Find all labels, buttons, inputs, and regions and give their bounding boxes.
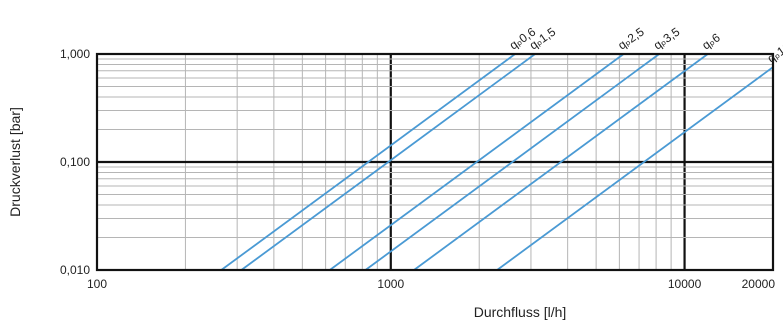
x-tick-label: 1000: [377, 277, 404, 291]
series-label-6: qₚ10: [765, 39, 783, 65]
axes-frame: [95, 52, 775, 272]
x-tick-label: 10000: [668, 277, 702, 291]
x-tick-label: 100: [87, 277, 107, 291]
series-line-3: [329, 53, 625, 271]
series-line-4: [364, 53, 660, 271]
series-line-1: [220, 53, 516, 271]
series-label-4: qₚ3,5: [651, 24, 683, 52]
y-tick-label: 1,000: [60, 47, 90, 61]
y-tick-label: 0,010: [60, 263, 90, 277]
series-line-5: [413, 53, 709, 271]
y-axis-title: Druckverlust [bar]: [7, 107, 23, 217]
x-tick-labels: 100 1000 10000 20000: [87, 277, 775, 291]
y-tick-label: 0,100: [60, 155, 90, 169]
grid: [97, 54, 773, 270]
series-line-6: [496, 66, 774, 271]
series-label-5: qₚ6: [699, 30, 722, 52]
x-tick-label: 20000: [742, 277, 776, 291]
series-lines: [220, 53, 774, 271]
y-tick-labels: 0,010 0,100 1,000: [60, 47, 90, 277]
x-axis-title: Durchfluss [l/h]: [474, 304, 567, 320]
series-label-3: qₚ2,5: [615, 24, 647, 52]
plot-frame: [95, 52, 775, 272]
series-line-2: [240, 53, 536, 271]
